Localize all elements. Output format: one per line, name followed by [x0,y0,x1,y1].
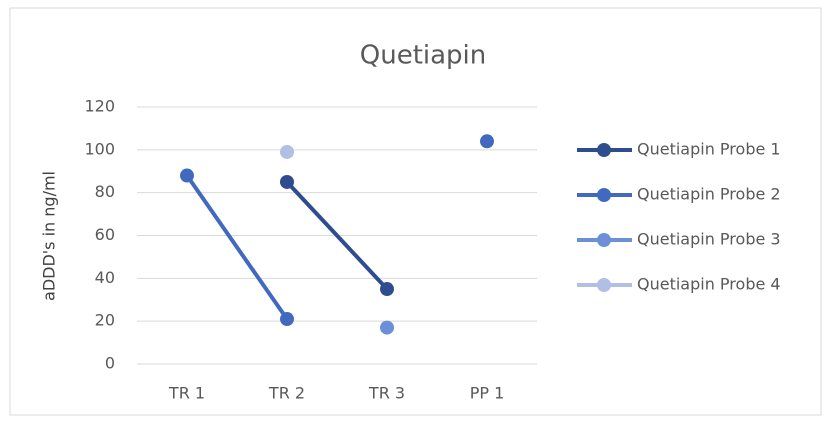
legend-marker [597,188,611,202]
y-axis-title: aDDD's in ng/ml [40,171,59,301]
x-tick-label: PP 1 [470,384,505,403]
y-tick-label: 40 [95,268,115,287]
data-point [280,312,294,327]
data-point [280,144,294,159]
legend-marker [597,278,611,292]
legend-marker [597,143,611,157]
y-tick-label: 80 [95,182,115,201]
y-tick-label: 120 [84,97,115,116]
y-tick-label: 100 [84,139,115,158]
chart-title: Quetiapin [360,41,487,71]
series-line [285,180,389,291]
x-tick-label: TR 1 [168,384,205,403]
data-point [380,320,394,335]
legend-label: Quetiapin Probe 2 [637,185,781,204]
legend-label: Quetiapin Probe 3 [637,230,781,249]
data-point [480,134,494,149]
data-point [180,168,194,183]
legend-marker [597,233,611,247]
y-tick-label: 60 [95,225,115,244]
y-tick-label: 20 [95,311,115,330]
y-tick-label: 0 [105,354,115,373]
chart-frame [9,7,822,416]
legend-label: Quetiapin Probe 1 [637,140,781,159]
legend-label: Quetiapin Probe 4 [637,275,781,294]
data-point [280,174,294,189]
x-tick-label: TR 3 [368,384,405,403]
x-tick-label: TR 2 [268,384,305,403]
data-point [380,282,394,297]
